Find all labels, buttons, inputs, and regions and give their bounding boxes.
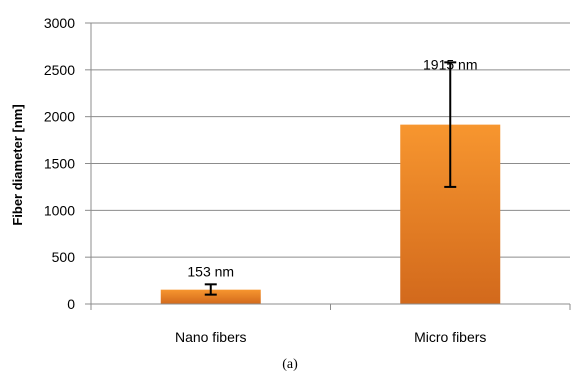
bar-nano-fibers xyxy=(160,289,261,304)
y-tick-label: 3000 xyxy=(44,15,75,31)
data-label: 1915 nm xyxy=(423,57,477,73)
data-label: 153 nm xyxy=(187,263,234,279)
axes xyxy=(85,22,571,310)
y-tick-label: 2500 xyxy=(44,62,75,78)
y-tick-label: 500 xyxy=(52,249,76,265)
y-axis-title: Fiber diameter [nm] xyxy=(10,104,25,225)
x-tick-label: Micro fibers xyxy=(414,329,486,345)
y-tick-label: 1000 xyxy=(44,202,75,218)
y-tick-label: 0 xyxy=(67,296,75,312)
y-tick-label: 2000 xyxy=(44,109,75,125)
x-tick-label: Nano fibers xyxy=(175,329,247,345)
y-tick-label: 1500 xyxy=(44,156,75,172)
labels: 0 500 1000 1500 2000 2500 3000 153 nm Nano fiber… xyxy=(44,15,487,345)
figure-caption: (a) xyxy=(282,357,298,372)
bars xyxy=(160,61,501,305)
